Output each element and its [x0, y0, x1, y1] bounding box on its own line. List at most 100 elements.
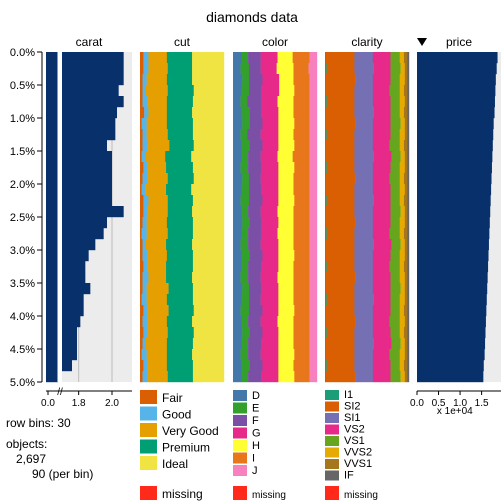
segment-color: [309, 96, 318, 108]
segment-color: [293, 283, 310, 295]
bar-carat: [46, 173, 58, 185]
segment-color: [277, 228, 294, 240]
segment-color: [309, 327, 318, 339]
segment-clarity: [404, 129, 408, 141]
segment-clarity: [372, 327, 391, 339]
segment-clarity: [404, 283, 408, 295]
segment-clarity: [390, 52, 400, 64]
bar-carat: [46, 195, 58, 207]
segment-color: [248, 52, 261, 64]
segment-clarity: [372, 228, 390, 240]
legend-label: VS1: [344, 435, 365, 447]
y-tick-label: 1.5%: [10, 146, 35, 158]
segment-clarity: [404, 349, 408, 361]
segment-color: [240, 195, 250, 207]
segment-clarity: [325, 173, 356, 185]
segment-clarity: [325, 140, 327, 152]
segment-cut: [192, 360, 225, 372]
segment-clarity: [404, 74, 408, 86]
segment-cut: [192, 261, 225, 273]
segment-clarity: [354, 206, 374, 218]
bar-price: [417, 371, 484, 383]
segment-cut: [140, 184, 142, 196]
segment-clarity: [389, 85, 400, 97]
segment-color: [278, 338, 294, 350]
bar-carat: [46, 283, 58, 295]
segment-color: [309, 118, 318, 130]
bar-price: [417, 272, 488, 284]
segment-color: [278, 239, 294, 251]
segment-clarity: [325, 261, 327, 273]
bar-carat: [62, 239, 96, 251]
segment-color: [262, 360, 279, 372]
segment-cut: [148, 107, 168, 119]
segment-color: [260, 129, 279, 141]
segment-color: [261, 228, 278, 240]
segment-color: [260, 349, 279, 361]
segment-cut: [192, 162, 225, 174]
segment-cut: [142, 272, 149, 284]
segment-color: [309, 85, 318, 97]
bar-price: [417, 74, 496, 86]
segment-clarity: [325, 217, 327, 229]
per-bin-text: 90 (per bin): [32, 467, 94, 481]
x-tick-label: 0.5: [432, 398, 446, 409]
bar-price: [417, 228, 490, 240]
segment-cut: [142, 129, 147, 141]
legend-missing-label: missing: [162, 487, 203, 501]
segment-color: [240, 162, 249, 174]
segment-clarity: [325, 52, 327, 64]
legend-label: G: [252, 428, 261, 440]
bar-price: [417, 129, 494, 141]
segment-color: [248, 272, 261, 284]
segment-color: [233, 107, 242, 119]
segment-cut: [166, 360, 194, 372]
segment-color: [309, 305, 318, 317]
x-tick-label: 0.0: [41, 398, 55, 409]
segment-clarity: [326, 294, 355, 306]
segment-clarity: [407, 129, 410, 141]
legend-label: SI2: [344, 401, 361, 413]
segment-color: [241, 52, 249, 64]
segment-cut: [140, 294, 142, 306]
segment-clarity: [354, 360, 374, 372]
segment-clarity: [407, 206, 410, 218]
bar-carat: [62, 63, 124, 75]
segment-clarity: [325, 283, 327, 295]
segment-cut: [140, 283, 143, 295]
segment-clarity: [403, 107, 408, 119]
segment-clarity: [403, 173, 408, 185]
bar-carat: [46, 261, 58, 273]
segment-cut: [148, 52, 168, 64]
segment-cut: [140, 129, 143, 141]
bar-carat: [46, 162, 58, 174]
segment-clarity: [354, 239, 374, 251]
segment-clarity: [404, 217, 408, 229]
segment-clarity: [325, 283, 355, 295]
segment-clarity: [399, 173, 405, 185]
segment-color: [233, 305, 241, 317]
sort-indicator-icon: [417, 38, 427, 46]
x-tick-label: 1.8: [72, 398, 86, 409]
segment-color: [279, 74, 294, 86]
segment-cut: [140, 162, 144, 174]
segment-clarity: [325, 338, 355, 350]
segment-color: [260, 52, 278, 64]
segment-color: [249, 118, 263, 130]
bar-carat: [62, 261, 86, 273]
segment-clarity: [372, 162, 391, 174]
segment-color: [248, 371, 262, 383]
segment-color: [277, 151, 293, 163]
segment-clarity: [407, 85, 410, 97]
bar-carat: [46, 52, 58, 64]
segment-color: [260, 239, 279, 251]
segment-cut: [166, 294, 194, 306]
bar-price: [417, 294, 487, 306]
segment-clarity: [407, 349, 410, 361]
segment-color: [240, 96, 248, 108]
segment-cut: [192, 96, 225, 108]
segment-color: [233, 162, 241, 174]
column-header: carat: [76, 35, 103, 49]
segment-cut: [192, 228, 225, 240]
